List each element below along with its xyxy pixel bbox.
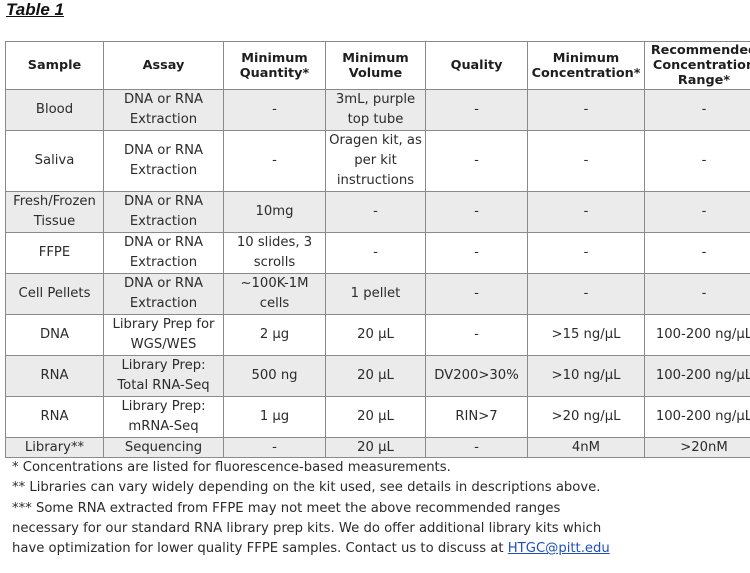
- table-cell: 20 µL: [325, 314, 426, 356]
- table-cell: DNA or RNA Extraction: [103, 130, 224, 192]
- table-cell: 4nM: [527, 437, 645, 458]
- table-cell: -: [527, 191, 645, 233]
- table-cell: Library Prep: mRNA-Seq: [103, 396, 224, 438]
- table-cell: -: [644, 89, 750, 131]
- footnote-concentration: * Concentrations are listed for fluoresc…: [12, 460, 451, 475]
- table-cell: DNA or RNA Extraction: [103, 273, 224, 315]
- table-cell: 100-200 ng/µL: [644, 355, 750, 397]
- table-cell: FFPE: [5, 232, 104, 274]
- table-cell: DNA or RNA Extraction: [103, 89, 224, 131]
- table-cell: -: [644, 130, 750, 192]
- table-cell: >10 ng/µL: [527, 355, 645, 397]
- table-cell: Fresh/Frozen Tissue: [5, 191, 104, 233]
- header-min-volume: Minimum Volume: [325, 41, 426, 90]
- table-cell: -: [223, 89, 326, 131]
- table-cell: ~100K-1M cells: [223, 273, 326, 315]
- table-cell: Library Prep: Total RNA-Seq: [103, 355, 224, 397]
- table-cell: -: [425, 89, 528, 131]
- table-cell: 1 µg: [223, 396, 326, 438]
- table-cell: Sequencing: [103, 437, 224, 458]
- header-assay: Assay: [103, 41, 224, 90]
- table-cell: >15 ng/µL: [527, 314, 645, 356]
- requirements-table: Sample Assay Minimum Quantity* Minimum V…: [5, 41, 750, 458]
- header-min-concentration: Minimum Concentration*: [527, 41, 645, 90]
- table-cell: 100-200 ng/µL: [644, 314, 750, 356]
- table-cell: Cell Pellets: [5, 273, 104, 315]
- table-cell: -: [425, 232, 528, 274]
- table-cell: Saliva: [5, 130, 104, 192]
- table-cell: 20 µL: [325, 355, 426, 397]
- footnote-libraries: ** Libraries can vary widely depending o…: [12, 480, 601, 496]
- table-cell: -: [425, 314, 528, 356]
- table-row: FFPE DNA or RNA Extraction 10 slides, 3 …: [5, 232, 750, 274]
- table-cell: 20 µL: [325, 437, 426, 458]
- table-cell: -: [644, 191, 750, 233]
- table-cell: 20 µL: [325, 396, 426, 438]
- footnote-ffpe-line1: *** Some RNA extracted from FFPE may not…: [12, 500, 561, 516]
- footnote-contact-text: have optimization for lower quality FFPE…: [12, 541, 508, 557]
- table-cell: Blood: [5, 89, 104, 131]
- table-cell: -: [425, 437, 528, 458]
- table-cell: 1 pellet: [325, 273, 426, 315]
- table-cell: -: [425, 130, 528, 192]
- table-cell: 100-200 ng/µL: [644, 396, 750, 438]
- table-row: Library** Sequencing - 20 µL - 4nM >20nM: [5, 437, 750, 458]
- table-cell: DV200>30%: [425, 355, 528, 397]
- header-sample: Sample: [5, 41, 104, 90]
- table-cell: Oragen kit, as per kit instructions: [325, 130, 426, 192]
- table-row: Fresh/Frozen Tissue DNA or RNA Extractio…: [5, 191, 750, 233]
- table-cell: -: [527, 89, 645, 131]
- table-cell: -: [223, 130, 326, 192]
- footnote-ffpe-line2: necessary for our standard RNA library p…: [12, 520, 602, 536]
- table-cell: -: [223, 437, 326, 458]
- table-row: RNA Library Prep: mRNA-Seq 1 µg 20 µL RI…: [5, 396, 750, 438]
- table-cell: -: [425, 273, 528, 315]
- table-cell: 500 ng: [223, 355, 326, 397]
- table-row: Blood DNA or RNA Extraction - 3mL, purpl…: [5, 89, 750, 131]
- table-cell: DNA or RNA Extraction: [103, 232, 224, 274]
- table-cell: -: [644, 232, 750, 274]
- footnotes: * Concentrations are listed for fluoresc…: [12, 458, 610, 559]
- table-cell: 3mL, purple top tube: [325, 89, 426, 131]
- table-cell: >20nM: [644, 437, 750, 458]
- table-cell: -: [325, 232, 426, 274]
- header-min-quantity: Minimum Quantity*: [223, 41, 326, 90]
- table-cell: RIN>7: [425, 396, 528, 438]
- table-cell: -: [527, 273, 645, 315]
- table-cell: RNA: [5, 355, 104, 397]
- header-quality: Quality: [425, 41, 528, 90]
- table-cell: -: [527, 130, 645, 192]
- table-cell: -: [527, 232, 645, 274]
- table-cell: -: [325, 191, 426, 233]
- table-cell: Library Prep for WGS/WES: [103, 314, 224, 356]
- footnote-ffpe-line3: have optimization for lower quality FFPE…: [12, 539, 610, 559]
- table-row: Cell Pellets DNA or RNA Extraction ~100K…: [5, 273, 750, 315]
- table-cell: 2 µg: [223, 314, 326, 356]
- table-row: Saliva DNA or RNA Extraction - Oragen ki…: [5, 130, 750, 192]
- table-cell: DNA or RNA Extraction: [103, 191, 224, 233]
- table-row: DNA Library Prep for WGS/WES 2 µg 20 µL …: [5, 314, 750, 356]
- table-cell: >20 ng/µL: [527, 396, 645, 438]
- header-row: Sample Assay Minimum Quantity* Minimum V…: [5, 41, 750, 90]
- table-title: Table 1: [6, 0, 64, 19]
- header-recommended-range: Recommended Concentration Range*: [644, 41, 750, 90]
- table-cell: RNA: [5, 396, 104, 438]
- table-cell: -: [644, 273, 750, 315]
- table-cell: Library**: [5, 437, 104, 458]
- table-row: RNA Library Prep: Total RNA-Seq 500 ng 2…: [5, 355, 750, 397]
- table-cell: 10mg: [223, 191, 326, 233]
- table-cell: -: [425, 191, 528, 233]
- table-cell: 10 slides, 3 scrolls: [223, 232, 326, 274]
- table-cell: DNA: [5, 314, 104, 356]
- email-link[interactable]: HTGC@pitt.edu: [507, 541, 610, 557]
